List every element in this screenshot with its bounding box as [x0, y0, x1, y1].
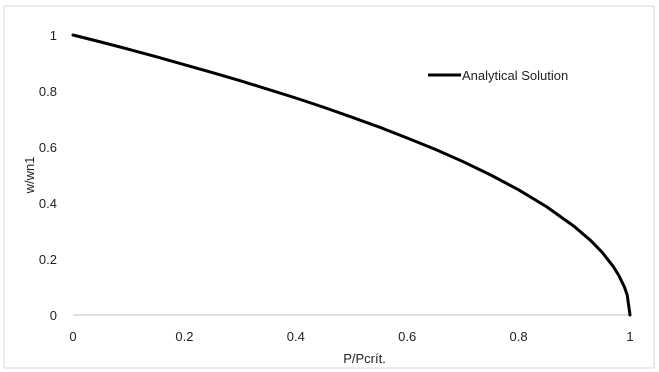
y-tick-label: 0.6	[39, 140, 57, 155]
x-tick-label: 0.4	[287, 329, 305, 344]
y-tick-label: 1	[50, 28, 57, 43]
x-tick-label: 0	[69, 329, 76, 344]
x-tick-label: 0.6	[398, 329, 416, 344]
y-tick-label: 0.8	[39, 84, 57, 99]
x-tick-label: 0.2	[175, 329, 193, 344]
y-axis-title: w/wn1	[22, 157, 37, 195]
chart-border	[4, 6, 654, 368]
y-tick-label: 0	[50, 308, 57, 323]
x-tick-label: 1	[626, 329, 633, 344]
y-tick-label: 0.4	[39, 196, 57, 211]
y-tick-label: 0.2	[39, 252, 57, 267]
legend-label: Analytical Solution	[462, 68, 568, 83]
x-tick-label: 0.8	[510, 329, 528, 344]
x-axis-title: P/Pcrít.	[343, 351, 386, 366]
